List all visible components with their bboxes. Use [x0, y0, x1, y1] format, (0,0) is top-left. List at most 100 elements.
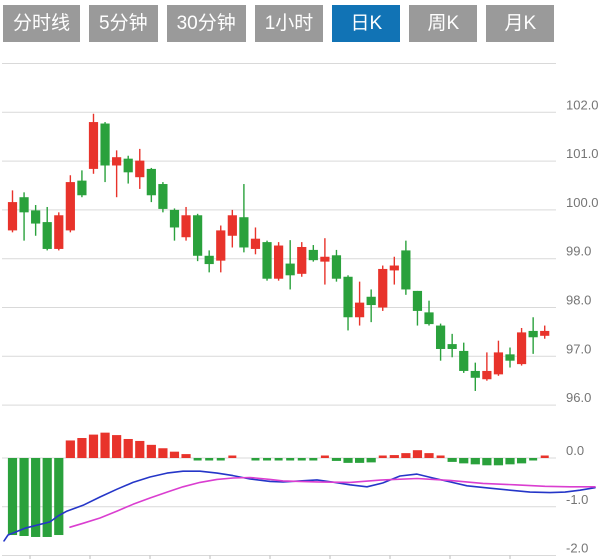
macd-histogram-bar — [146, 444, 156, 458]
candle-body — [135, 160, 145, 178]
macd-histogram-bar — [482, 458, 492, 466]
candle-body — [146, 168, 156, 196]
macd-histogram-bar — [297, 458, 306, 461]
candle-body — [181, 215, 191, 238]
candle-body — [424, 312, 434, 325]
macd-axis-label: 0.0 — [566, 443, 584, 458]
macd-histogram-bar — [343, 458, 353, 463]
macd-histogram-bar — [505, 458, 515, 465]
tab-5min[interactable]: 5分钟 — [89, 5, 158, 42]
macd-histogram-bar — [378, 455, 387, 458]
macd-histogram-bar — [320, 455, 329, 458]
candle-body — [54, 215, 64, 249]
candle-body — [389, 265, 399, 271]
candle-body — [297, 246, 307, 274]
price-axis-label: 102.0 — [566, 97, 599, 112]
macd-histogram-bar — [366, 458, 376, 463]
candle-body — [343, 276, 353, 318]
price-axis-label: 101.0 — [566, 146, 599, 161]
candle-body — [204, 255, 214, 265]
candle-body — [7, 202, 18, 231]
macd-histogram-bar — [447, 458, 457, 462]
tab-monthly-k[interactable]: 月K — [486, 5, 555, 42]
candle-body — [158, 184, 168, 209]
price-axis-label: 98.0 — [566, 293, 591, 308]
macd-histogram-bar — [169, 451, 180, 458]
macd-histogram-bar — [470, 458, 480, 465]
candle-body — [516, 332, 527, 365]
macd-histogram-bar — [493, 458, 504, 466]
candle-wick — [370, 289, 372, 323]
candle-body — [239, 217, 249, 248]
macd-histogram-bar — [424, 453, 434, 458]
candle-body — [274, 245, 284, 279]
candle-body — [470, 370, 480, 378]
macd-histogram-bar — [205, 458, 214, 461]
macd-histogram-bar — [529, 458, 538, 461]
macd-histogram-bar — [65, 440, 75, 458]
price-axis-label: 99.0 — [566, 244, 591, 259]
tab-1hour[interactable]: 1小时 — [254, 5, 324, 42]
price-axis-label: 96.0 — [566, 390, 591, 405]
tab-weekly-k[interactable]: 周K — [409, 5, 478, 42]
macd-histogram-bar — [331, 458, 342, 461]
candle-body — [123, 158, 133, 173]
candle-body — [331, 255, 342, 279]
candle-body — [505, 354, 515, 361]
candle-body — [112, 157, 122, 166]
candle-body — [19, 197, 29, 213]
tab-daily-k[interactable]: 日K — [332, 5, 401, 42]
macd-histogram-bar — [436, 455, 445, 458]
candle-body — [540, 330, 550, 336]
price-axis-label: 97.0 — [566, 341, 591, 356]
macd-histogram-bar — [459, 458, 469, 464]
candle-body — [216, 230, 226, 261]
macd-histogram-bar — [516, 458, 527, 464]
macd-histogram-bar — [88, 434, 99, 458]
macd-histogram-bar — [412, 450, 423, 458]
macd-histogram-bar — [540, 455, 549, 458]
price-axis-label: 100.0 — [566, 195, 599, 210]
macd-histogram-bar — [112, 435, 122, 458]
candle-body — [169, 209, 180, 228]
macd-histogram-bar — [228, 455, 237, 458]
candle-body — [320, 256, 330, 262]
macd-axis-label: -1.0 — [566, 492, 588, 507]
macd-histogram-bar — [216, 458, 225, 461]
macd-dif-line — [3, 470, 596, 542]
candle-body — [65, 182, 75, 231]
candle-body — [193, 215, 203, 256]
candle-body — [459, 350, 469, 371]
candle-body — [308, 249, 318, 261]
tab-timeline[interactable]: 分时线 — [3, 5, 81, 42]
macd-axis-label: -2.0 — [566, 541, 588, 556]
candle-body — [412, 290, 423, 311]
candle-body — [42, 222, 52, 249]
candle-body — [528, 330, 538, 338]
candle-body — [366, 296, 376, 306]
macd-histogram-bar — [181, 454, 191, 458]
candle-body — [262, 242, 272, 279]
macd-histogram-bar — [31, 458, 41, 537]
candle-wick — [486, 352, 488, 381]
candle-body — [355, 302, 365, 318]
macd-histogram-bar — [135, 440, 145, 458]
candle-body — [227, 215, 237, 236]
macd-histogram-bar — [7, 458, 18, 536]
macd-histogram-bar — [274, 458, 283, 461]
candle-wick — [393, 256, 396, 285]
tab-30min[interactable]: 30分钟 — [166, 5, 246, 42]
macd-histogram-bar — [263, 458, 272, 461]
macd-histogram-bar — [286, 458, 295, 461]
candle-body — [285, 263, 295, 276]
candle-body — [31, 210, 41, 224]
macd-histogram-bar — [158, 448, 168, 458]
macd-histogram-bar — [309, 458, 318, 461]
macd-histogram-bar — [54, 458, 64, 536]
candle-body — [447, 344, 457, 349]
candle-body — [250, 238, 261, 249]
candle-body — [77, 180, 87, 196]
candle-wick — [115, 150, 118, 198]
